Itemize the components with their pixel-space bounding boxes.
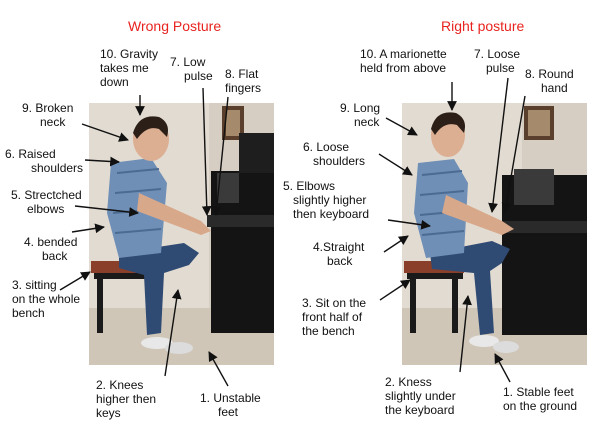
label-elbows: 5. Elbows slightly higher then keyboard	[283, 179, 370, 221]
label-loose-pulse: 7. Loose pulse	[474, 47, 521, 75]
label-front-half: 3. Sit on the front half of the bench	[302, 296, 367, 338]
label-low-pulse: 7. Low pulse	[170, 55, 213, 83]
label-stretched-elbows: 5. Strectched elbows	[11, 188, 82, 216]
label-kness: 2. Kness slightly under the keyboard	[385, 375, 456, 417]
label-unstable-feet: 1. Unstable feet	[200, 391, 261, 419]
label-bended-back: 4. bended back	[24, 235, 78, 263]
label-broken-neck: 9. Broken neck	[22, 101, 74, 129]
label-stable-feet: 1. Stable feet on the ground	[503, 385, 578, 413]
label-long-neck: 9. Long neck	[340, 101, 381, 129]
right-posture-title: Right posture	[441, 18, 525, 34]
label-raised-shoulders: 6. Raised shoulders	[5, 147, 84, 175]
wrong-posture-photo	[89, 103, 274, 365]
label-straight-back: 4.Straight back	[313, 240, 365, 268]
right-posture-photo	[402, 103, 587, 365]
label-marionette: 10. A marionette held from above	[360, 47, 447, 75]
label-loose-shoulders: 6. Loose shoulders	[303, 140, 366, 168]
label-round-hand: 8. Round hand	[525, 67, 574, 95]
label-knees: 2. Knees higher then keys	[96, 378, 157, 420]
wrong-posture-title: Wrong Posture	[128, 18, 222, 34]
label-gravity: 10. Gravity takes me down	[100, 47, 159, 89]
label-whole-bench: 3. sitting on the whole bench	[12, 278, 81, 320]
label-flat-fingers: 8. Flat fingers	[225, 67, 262, 95]
